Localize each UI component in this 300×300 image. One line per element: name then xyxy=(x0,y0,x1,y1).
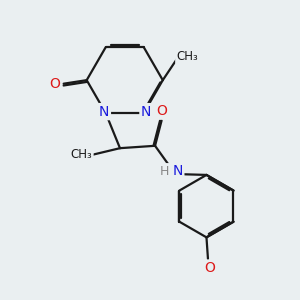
Text: N: N xyxy=(99,105,110,118)
Text: O: O xyxy=(156,104,167,118)
Text: CH₃: CH₃ xyxy=(70,148,92,160)
Text: O: O xyxy=(204,261,215,275)
Text: N: N xyxy=(172,164,183,178)
Text: N: N xyxy=(141,105,151,118)
Text: H: H xyxy=(160,165,170,178)
Text: O: O xyxy=(50,77,61,91)
Text: CH₃: CH₃ xyxy=(177,50,198,63)
